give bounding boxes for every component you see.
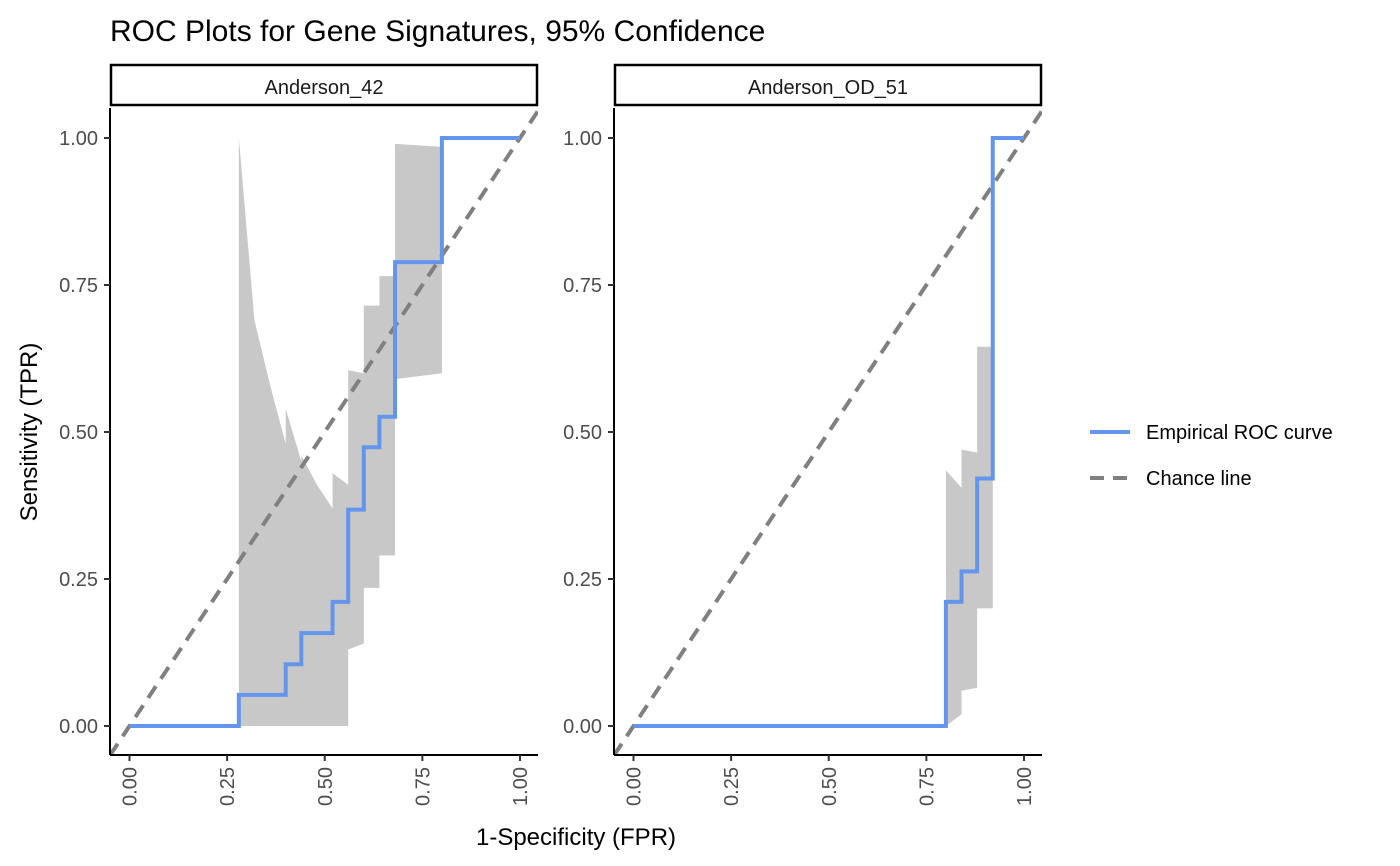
confidence-band bbox=[945, 346, 993, 726]
y-tick-label: 1.00 bbox=[59, 128, 98, 150]
y-tick-label: 0.00 bbox=[563, 716, 602, 738]
legend-label: Chance line bbox=[1146, 468, 1252, 490]
x-tick-label: 0.25 bbox=[217, 767, 239, 806]
chance-line bbox=[614, 107, 1042, 755]
y-tick-label: 0.00 bbox=[59, 716, 98, 738]
plot-area bbox=[614, 107, 1042, 755]
x-tick-label: 0.25 bbox=[721, 767, 743, 806]
facet-strip bbox=[613, 63, 1043, 107]
y-axis-title: Sensitivity (TPR) bbox=[16, 343, 43, 522]
plot-area bbox=[110, 107, 538, 755]
x-tick-label: 1.00 bbox=[510, 767, 532, 806]
empirical-roc-curve bbox=[633, 136, 1024, 728]
x-tick-label: 0.75 bbox=[412, 767, 434, 806]
chance-line bbox=[110, 107, 538, 755]
x-tick-label: 0.00 bbox=[120, 767, 142, 806]
empirical-roc-curve bbox=[129, 136, 520, 728]
panel-anderson-42: Anderson_42 0.00 0.25 0.50 0.75 1.00 0.00 0.25 0… bbox=[59, 63, 539, 806]
confidence-band bbox=[238, 138, 442, 726]
panel-anderson-od-51: Anderson_OD_51 0.00 0.25 0.50 0.75 1.00 0.00 0.… bbox=[563, 63, 1043, 806]
chart-title: ROC Plots for Gene Signatures, 95% Confi… bbox=[110, 15, 765, 48]
facet-strip bbox=[109, 63, 539, 107]
y-tick-label: 0.50 bbox=[563, 422, 602, 444]
y-tick-label: 0.50 bbox=[59, 422, 98, 444]
y-tick-label: 0.25 bbox=[59, 569, 98, 591]
y-tick-label: 0.75 bbox=[563, 275, 602, 297]
facet-strip-label: Anderson_OD_51 bbox=[748, 77, 908, 99]
x-tick-label: 0.50 bbox=[819, 767, 841, 806]
y-tick-label: 0.75 bbox=[59, 275, 98, 297]
x-tick-label: 0.50 bbox=[315, 767, 337, 806]
legend-label: Empirical ROC curve bbox=[1146, 422, 1333, 444]
x-tick-label: 1.00 bbox=[1014, 767, 1036, 806]
x-axis-title: 1-Specificity (FPR) bbox=[476, 824, 676, 851]
y-tick-label: 0.25 bbox=[563, 569, 602, 591]
legend: Empirical ROC curve Chance line bbox=[1090, 422, 1333, 490]
legend-item: Chance line bbox=[1090, 468, 1252, 490]
y-tick-label: 1.00 bbox=[563, 128, 602, 150]
x-tick-label: 0.00 bbox=[624, 767, 646, 806]
facet-strip-label: Anderson_42 bbox=[265, 77, 384, 99]
legend-item: Empirical ROC curve bbox=[1090, 422, 1333, 444]
x-tick-label: 0.75 bbox=[916, 767, 938, 806]
facet-panels: Anderson_42 0.00 0.25 0.50 0.75 1.00 0.00 0.25 0… bbox=[59, 63, 1043, 806]
